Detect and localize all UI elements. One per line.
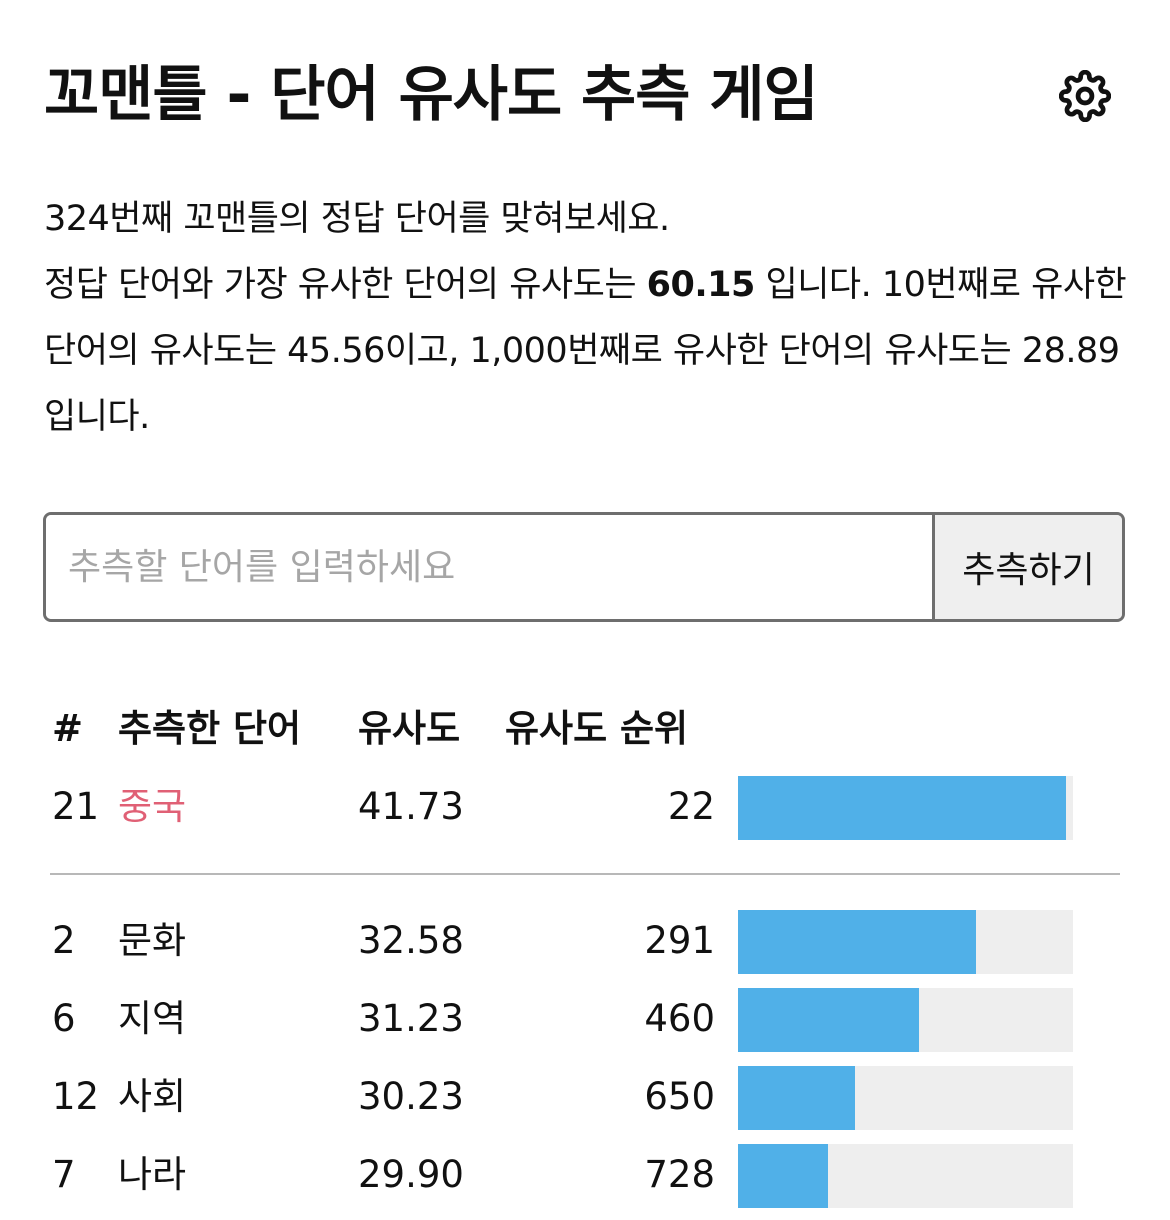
latest-guess-row: 21 중국 41.73 22 [50,768,1125,846]
row-rank: 291 [644,919,715,962]
row-rank: 650 [644,1075,715,1118]
rank-progress-bar [738,988,1073,1052]
rank-progress-fill [738,988,919,1052]
guess-table: # 추측한 단어 유사도 유사도 순위 21 중국 41.73 22 2 문화 … [50,690,1125,1214]
row-word: 문화 [118,919,187,962]
table-divider [50,873,1120,875]
row-num: 12 [52,1075,100,1118]
row-num: 6 [52,997,76,1040]
row-rank: 22 [667,785,715,828]
header-similarity: 유사도 [358,707,461,750]
row-word: 나라 [118,1153,187,1196]
rank-progress-bar [738,910,1073,974]
guess-button[interactable]: 추측하기 [932,515,1122,619]
row-num: 2 [52,919,76,962]
description-prefix: 정답 단어와 가장 유사한 단어의 유사도는 [44,265,647,305]
row-similarity: 30.23 [358,1075,464,1118]
guess-input[interactable] [46,515,932,619]
row-num: 21 [52,785,100,828]
description-line-1: 324번째 꼬맨틀의 정답 단어를 맞혀보세요. [44,199,670,239]
row-rank: 460 [644,997,715,1040]
row-word: 중국 [118,785,187,828]
row-similarity: 31.23 [358,997,464,1040]
rank-progress-bar [738,776,1073,840]
rank-progress-bar [738,1144,1073,1208]
row-num: 7 [52,1153,76,1196]
rank-progress-fill [738,776,1067,840]
rank-progress-fill [738,1144,829,1208]
row-rank: 728 [644,1153,715,1196]
table-header: # 추측한 단어 유사도 유사도 순위 [50,690,1125,768]
rank-progress-fill [738,1066,856,1130]
row-word: 지역 [118,997,187,1040]
header-rank: 유사도 순위 [505,707,689,750]
table-row: 6 지역 31.23 460 [50,980,1125,1058]
header-word: 추측한 단어 [118,707,302,750]
table-row: 12 사회 30.23 650 [50,1058,1125,1136]
table-row: 2 문화 32.58 291 [50,902,1125,980]
rank-progress-bar [738,1066,1073,1130]
gear-icon[interactable] [1059,70,1111,122]
description-suffix: 입니다. 10번째로 유사한 단어의 유사도는 45.56이고, 1,000번째… [44,265,1127,437]
row-word: 사회 [118,1075,187,1118]
row-similarity: 41.73 [358,785,464,828]
guess-form: 추측하기 [43,512,1125,622]
row-similarity: 29.90 [358,1153,464,1196]
page-title: 꼬맨틀 - 단어 유사도 추측 게임 [44,60,819,130]
header: 꼬맨틀 - 단어 유사도 추측 게임 [44,52,1124,142]
header-num: # [52,707,84,750]
table-row: 7 나라 29.90 728 [50,1136,1125,1214]
rank-progress-fill [738,910,976,974]
row-similarity: 32.58 [358,919,464,962]
game-description: 324번째 꼬맨틀의 정답 단어를 맞혀보세요. 정답 단어와 가장 유사한 단… [44,186,1134,450]
description-line-2: 정답 단어와 가장 유사한 단어의 유사도는 60.15 입니다. 10번째로 … [44,252,1134,450]
top-similarity-value: 60.15 [646,265,756,305]
